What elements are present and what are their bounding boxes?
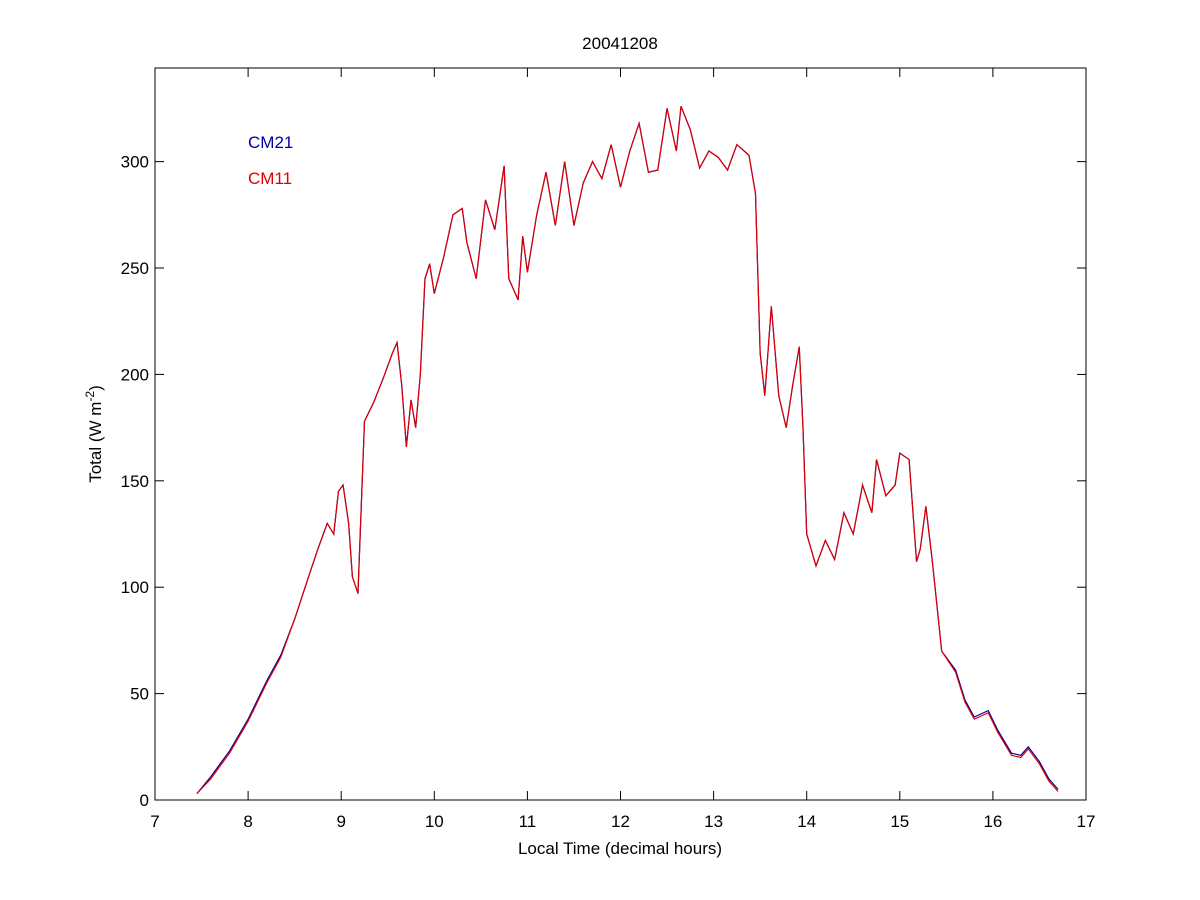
x-tick-label: 8 xyxy=(243,812,252,831)
x-tick-label: 14 xyxy=(797,812,816,831)
y-axis-label-end: ) xyxy=(86,385,105,391)
y-axis-label-sup: -2 xyxy=(83,391,97,402)
y-tick-label: 300 xyxy=(121,153,149,172)
x-tick-label: 7 xyxy=(150,812,159,831)
legend-label: CM21 xyxy=(248,133,293,152)
y-tick-label: 0 xyxy=(140,791,149,810)
chart-title: 20041208 xyxy=(582,34,658,53)
y-axis-label-text: Total (W m xyxy=(86,402,105,483)
plot-frame xyxy=(154,67,1087,801)
x-axis-label: Local Time (decimal hours) xyxy=(518,839,722,858)
x-tick-label: 16 xyxy=(983,812,1002,831)
y-tick-label: 150 xyxy=(121,472,149,491)
x-tick-label: 15 xyxy=(890,812,909,831)
x-tick-label: 17 xyxy=(1077,812,1096,831)
x-tick-label: 13 xyxy=(704,812,723,831)
y-tick-label: 100 xyxy=(121,578,149,597)
x-tick-label: 11 xyxy=(519,812,537,831)
y-axis-label: Total (W m-2) xyxy=(83,385,105,483)
y-tick-label: 250 xyxy=(121,259,149,278)
x-tick-label: 10 xyxy=(425,812,444,831)
series-line xyxy=(196,106,1059,795)
x-tick-label: 9 xyxy=(336,812,345,831)
legend-label: CM11 xyxy=(248,169,292,188)
x-tick-label: 12 xyxy=(611,812,630,831)
y-tick-label: 200 xyxy=(121,365,149,384)
y-tick-label: 50 xyxy=(130,685,149,704)
